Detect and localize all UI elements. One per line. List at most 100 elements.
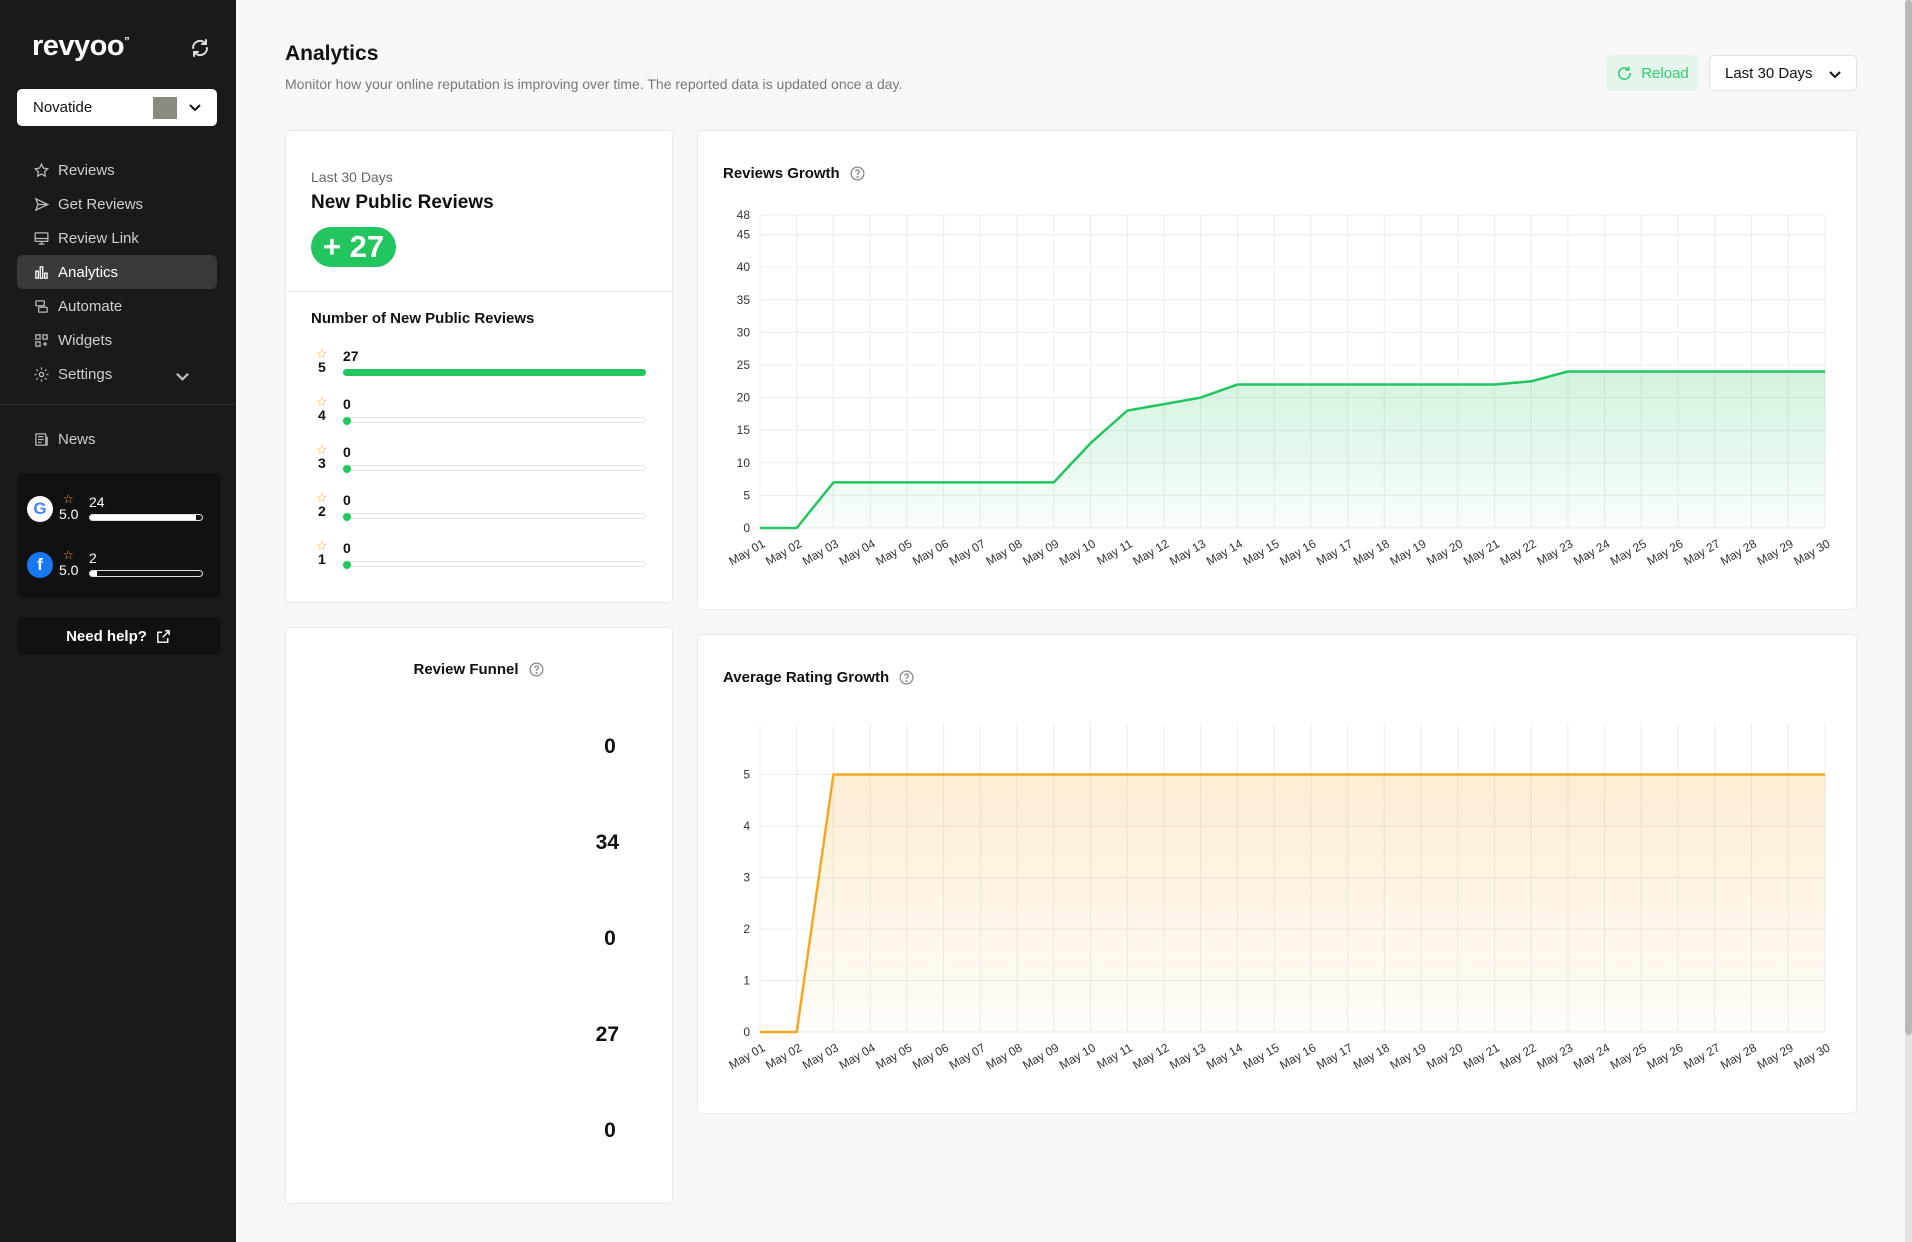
progress-track (343, 465, 646, 471)
card-period: Last 30 Days (311, 169, 393, 185)
nav-item-reviews[interactable]: Reviews (17, 153, 217, 187)
funnel-total-unique-visits[interactable]: Total Unique Visits 34 (311, 804, 646, 884)
star-breakdown-row: ☆ 4 0 (311, 394, 651, 434)
rating-bar (89, 514, 203, 521)
x-tick-label: May 18 (1351, 1040, 1392, 1072)
y-tick-label: 30 (737, 325, 751, 339)
facebook-rating[interactable]: f ☆ 5.0 2 (27, 546, 217, 586)
warning-icon (331, 1120, 355, 1142)
average-rating-growth-card: Average Rating Growth 0 1 2 3 4 5 May 01 May 02… (697, 634, 1857, 1114)
y-tick-label: 15 (737, 423, 751, 437)
help-circle-icon[interactable] (849, 165, 866, 182)
x-tick-label: May 02 (763, 536, 804, 568)
x-tick-label: May 14 (1204, 536, 1245, 568)
progress-fill (343, 369, 646, 376)
scrollbar-thumb[interactable] (1905, 0, 1912, 1035)
reload-label: Reload (1641, 64, 1689, 82)
progress-fill (343, 561, 351, 569)
funnel-label: Total Unique Visits (371, 835, 505, 853)
x-tick-label: May 19 (1387, 1040, 1428, 1072)
star-breakdown-row: ☆ 2 0 (311, 490, 651, 530)
sidebar: revyoo” Novatide Reviews Get Reviews Rev… (0, 0, 236, 1242)
x-tick-label: May 08 (983, 536, 1024, 568)
business-selector[interactable]: Novatide (17, 89, 217, 126)
x-tick-label: May 13 (1167, 1040, 1208, 1072)
funnel-value: 0 (594, 728, 626, 766)
page-subtitle: Monitor how your online reputation is im… (285, 76, 903, 92)
nav-item-widgets[interactable]: Widgets (17, 323, 217, 357)
help-circle-icon[interactable] (898, 669, 915, 686)
breakdown-title: Number of New Public Reviews (311, 310, 535, 327)
nav-item-automate[interactable]: Automate (17, 289, 217, 323)
x-tick-label: May 06 (910, 536, 951, 568)
x-tick-label: May 28 (1718, 536, 1759, 568)
rating-score: 5.0 (59, 562, 79, 578)
nav-item-settings[interactable]: Settings (17, 357, 217, 391)
nav-item-news[interactable]: News (17, 422, 217, 456)
progress-track (343, 417, 646, 423)
x-tick-label: May 16 (1277, 536, 1318, 568)
help-circle-icon[interactable] (528, 661, 545, 678)
x-tick-label: May 22 (1498, 1040, 1539, 1072)
funnel-qr-code-unique-visits[interactable]: QR Code Unique Visits 0 (311, 900, 646, 980)
series-area (760, 371, 1825, 528)
funnel-negative-feedback[interactable]: Negative Feedback 0 (311, 1092, 646, 1172)
reload-button[interactable]: Reload (1606, 55, 1699, 91)
x-tick-label: May 23 (1534, 536, 1575, 568)
funnel-new-public-reviews[interactable]: New Public Reviews 27 (311, 996, 646, 1076)
nav-item-get-reviews[interactable]: Get Reviews (17, 187, 217, 221)
card-divider (286, 291, 672, 292)
x-tick-label: May 16 (1277, 1040, 1318, 1072)
business-name: Novatide (33, 99, 93, 116)
series-area (760, 774, 1825, 1032)
platform-ratings: G ☆ 5.0 24 f ☆ 5.0 2 (17, 473, 221, 598)
x-tick-label: May 07 (947, 1040, 988, 1072)
x-tick-label: May 12 (1130, 536, 1171, 568)
x-tick-label: May 25 (1608, 536, 1649, 568)
widgets-icon (35, 333, 48, 347)
x-tick-label: May 02 (763, 1040, 804, 1072)
rating-bar (89, 570, 203, 577)
x-tick-label: May 27 (1681, 536, 1722, 568)
automate-icon (35, 299, 48, 313)
x-tick-label: May 27 (1681, 1040, 1722, 1072)
funnel-label: QR Code Unique Visits (371, 931, 535, 949)
x-tick-label: May 26 (1645, 1040, 1686, 1072)
nav-label: Review Link (58, 229, 139, 247)
sidebar-divider (0, 404, 236, 405)
nav-item-analytics[interactable]: Analytics (17, 255, 217, 289)
need-help-button[interactable]: Need help? (17, 617, 221, 655)
x-tick-label: May 26 (1645, 536, 1686, 568)
x-tick-label: May 10 (1057, 536, 1098, 568)
rating-bar-fill (90, 571, 97, 576)
funnel-invites-sent[interactable]: Invites Sent 0 (311, 708, 646, 788)
send-icon (34, 197, 50, 211)
sidebar-news: News (17, 422, 217, 456)
nav-label: Reviews (58, 161, 115, 179)
nav-label: News (58, 430, 96, 448)
x-tick-label: May 05 (873, 536, 914, 568)
x-tick-label: May 20 (1424, 1040, 1465, 1072)
eye-icon (331, 835, 355, 853)
x-tick-label: May 01 (726, 1040, 767, 1072)
y-tick-label: 35 (737, 293, 751, 307)
star-level: 3 (318, 455, 326, 471)
y-tick-label: 25 (737, 358, 751, 372)
star-count: 0 (343, 540, 351, 556)
x-tick-label: May 18 (1351, 536, 1392, 568)
nav-item-review-link[interactable]: Review Link (17, 221, 217, 255)
google-rating[interactable]: G ☆ 5.0 24 (27, 490, 217, 530)
star-icon: ☆ (316, 442, 328, 457)
app-logo[interactable]: revyoo” (32, 30, 130, 62)
page-scrollbar[interactable] (1905, 0, 1912, 1242)
star-breakdown-row: ☆ 3 0 (311, 442, 651, 482)
facebook-icon: f (27, 552, 53, 578)
date-range-select[interactable]: Last 30 Days (1709, 55, 1857, 91)
progress-fill (343, 417, 351, 425)
google-icon: G (27, 496, 53, 522)
sync-icon[interactable] (188, 36, 212, 60)
progress-fill (343, 465, 351, 473)
y-tick-label: 48 (737, 208, 751, 222)
